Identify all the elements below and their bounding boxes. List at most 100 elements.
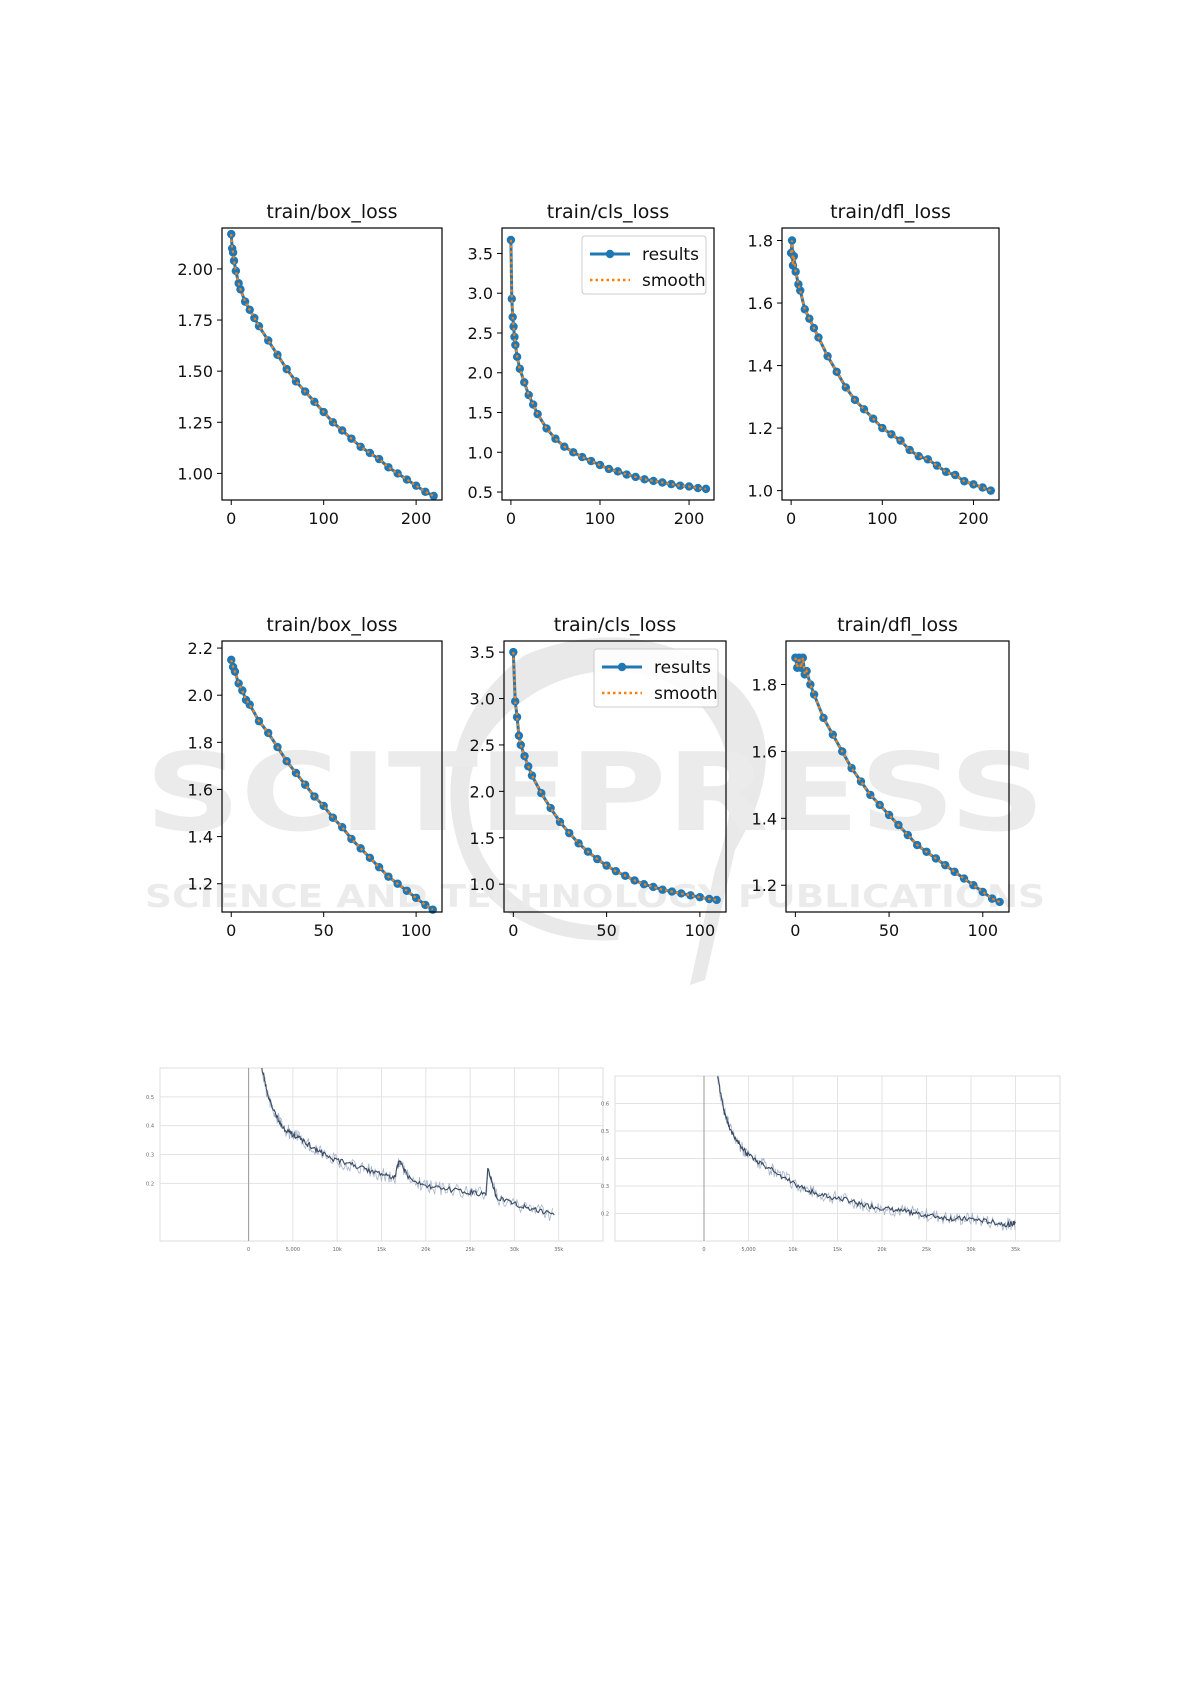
legend-smooth-label: smooth [654, 684, 718, 704]
y-tick-label: 3.0 [470, 690, 495, 709]
x-tick-label: 30k [510, 1247, 519, 1253]
chart-panel-2: train/dfl_loss 0 100 200 1.0 1.2 1.4 1.6 1.8 [748, 201, 1000, 528]
plot-frame [501, 227, 715, 501]
legend-results-label: results [642, 245, 699, 265]
y-tick-label: 0.4 [146, 1124, 154, 1130]
y-tick-label: 0.6 [601, 1102, 609, 1108]
x-tick-label: 200 [674, 509, 705, 528]
x-tick-label: 0 [786, 509, 796, 528]
plot-frame [221, 227, 443, 501]
x-tick-label: 5,000 [741, 1247, 755, 1253]
y-tick-label: 0.5 [601, 1129, 609, 1135]
y-tick-label: 1.6 [748, 294, 773, 313]
y-tick-label: 0.3 [601, 1184, 609, 1190]
data-point [658, 885, 667, 894]
y-tick-label: 0.5 [146, 1095, 154, 1101]
y-tick-label: 1.25 [177, 413, 213, 432]
data-point [227, 655, 236, 665]
plot-frame [503, 640, 727, 913]
y-tick-label: 1.75 [177, 311, 213, 330]
y-tick-label: 1.50 [177, 362, 213, 381]
data-point [613, 467, 622, 476]
y-tick-label: 0.4 [601, 1157, 609, 1163]
legend: results smooth [593, 648, 719, 708]
data-point [823, 351, 832, 361]
x-tick-label: 35k [554, 1247, 563, 1253]
plot-frame [785, 640, 1010, 913]
data-point [510, 697, 520, 706]
data-point [229, 256, 239, 265]
x-tick-label: 200 [401, 509, 432, 528]
chart-title: train/dfl_loss [837, 614, 958, 636]
legend-smooth-label: smooth [642, 271, 706, 291]
x-tick-label: 15k [833, 1247, 842, 1253]
x-tick-label: 100 [967, 921, 998, 940]
x-tick-label: 15k [377, 1247, 386, 1253]
data-point [693, 483, 703, 493]
data-point [856, 777, 866, 786]
y-tick-label: 1.0 [470, 875, 495, 894]
data-point [809, 690, 819, 699]
x-tick-label: 25k [465, 1247, 474, 1253]
data-point [510, 332, 519, 342]
chart-panel-5: train/dfl_loss 0 50 100 1.2 1.4 1.6 1.8 [752, 614, 1010, 940]
data-point [640, 475, 649, 484]
series-smooth-line [512, 652, 717, 901]
y-tick-label: 1.5 [468, 404, 493, 423]
x-tick-label: 50 [879, 921, 899, 940]
x-tick-label: 50 [596, 921, 616, 940]
chart-panel-7: 0 5,000 10k 15k 20k 25k 30k 35k 0.2 0.3 0.4 0.5 0.6 [601, 1075, 1061, 1253]
data-point [429, 491, 438, 501]
x-tick-label: 5,000 [286, 1247, 300, 1253]
y-tick-label: 0.3 [146, 1153, 154, 1159]
data-point [515, 364, 525, 373]
chart-panel-4: train/cls_loss 0 50 100 1.0 1.5 2.0 2.5 3.0 3.5 re… [470, 614, 727, 940]
x-tick-label: 100 [308, 509, 339, 528]
y-tick-label: 3.5 [468, 244, 493, 263]
data-point [675, 481, 685, 490]
data-point [507, 294, 516, 303]
data-point [986, 486, 995, 495]
data-point [686, 891, 695, 900]
data-point [512, 712, 522, 722]
y-tick-label: 0.2 [601, 1212, 609, 1218]
legend-results-label: results [654, 658, 711, 678]
data-point [577, 452, 587, 462]
y-tick-label: 1.4 [752, 809, 777, 828]
y-tick-label: 1.0 [468, 443, 493, 462]
x-tick-label: 200 [958, 509, 989, 528]
legend-results-marker [617, 662, 627, 672]
data-point [516, 740, 525, 750]
data-point [978, 483, 987, 492]
x-tick-label: 20k [877, 1247, 886, 1253]
x-tick-label: 100 [585, 509, 616, 528]
x-tick-label: 30k [966, 1247, 975, 1253]
x-tick-label: 0 [247, 1247, 250, 1253]
y-tick-label: 1.0 [748, 482, 773, 501]
x-tick-label: 100 [401, 921, 432, 940]
data-point [806, 680, 815, 689]
series-smooth-line [509, 239, 707, 490]
plot-frame [221, 640, 443, 913]
y-tick-label: 1.00 [177, 464, 213, 483]
chart-title: train/cls_loss [547, 201, 669, 223]
y-tick-label: 1.2 [748, 419, 773, 438]
data-point [788, 261, 798, 270]
x-tick-label: 25k [922, 1247, 931, 1253]
y-tick-label: 2.5 [470, 736, 495, 755]
data-point [903, 830, 913, 840]
x-tick-label: 0 [508, 921, 518, 940]
data-point [231, 266, 241, 276]
x-tick-label: 10k [788, 1247, 797, 1253]
x-tick-label: 35k [1011, 1247, 1020, 1253]
data-point [789, 251, 799, 261]
data-point [528, 400, 538, 409]
legend: results smooth [581, 235, 707, 295]
series-results-line [789, 239, 992, 493]
y-tick-label: 1.4 [748, 357, 773, 376]
data-point [798, 653, 808, 662]
data-point [254, 321, 264, 331]
chart-panel-3: train/box_loss 0 50 100 1.2 1.4 1.6 1.8 2.0 2.2 [188, 614, 443, 940]
